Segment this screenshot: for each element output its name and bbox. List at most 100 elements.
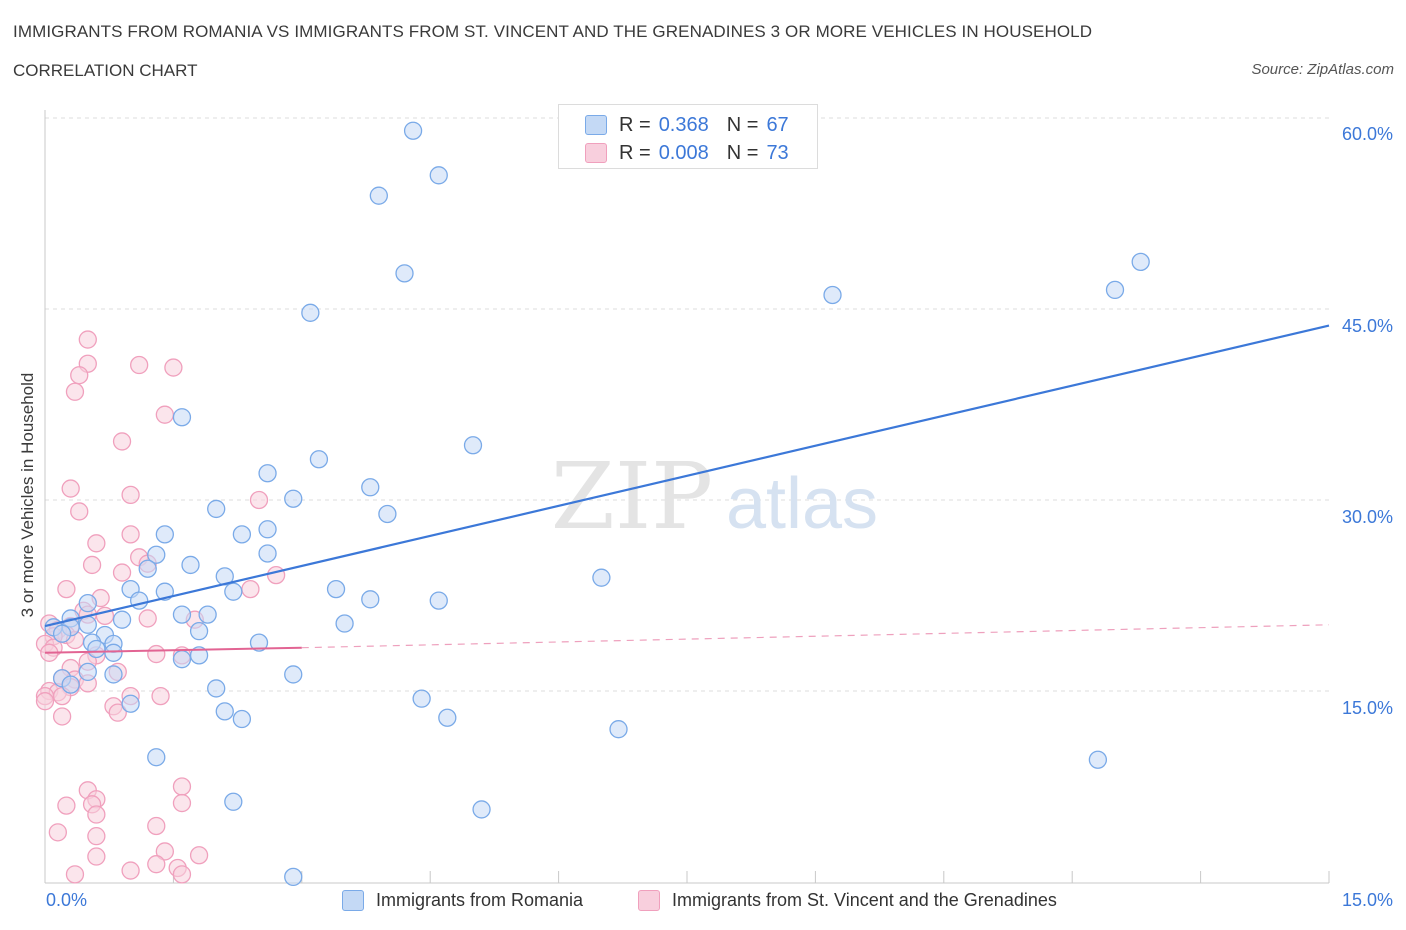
stvincent-point: [241, 579, 260, 599]
watermark-atlas: atlas: [726, 464, 878, 544]
stvincent-point: [147, 644, 166, 664]
romania-point: [172, 650, 192, 669]
legend-swatch-pink: [585, 143, 607, 163]
stvincent-trend-line: [44, 646, 302, 654]
legend-r-value: 0.008: [658, 141, 709, 164]
stvincent-point: [52, 707, 72, 726]
romania-point: [326, 579, 346, 599]
romania-point: [232, 709, 252, 729]
stvincent-point: [172, 865, 192, 884]
legend-n-value: 73: [766, 141, 789, 164]
stvincent-point: [138, 609, 157, 628]
series-swatch-pink: [638, 890, 660, 911]
series-legend-romania[interactable]: Immigrants from Romania: [342, 890, 583, 911]
romania-point: [224, 792, 243, 811]
x-tick-min: 0.0%: [46, 890, 88, 910]
romania-point: [172, 408, 192, 427]
stvincent-point: [48, 823, 67, 842]
y-tick-30: 30.0%: [1341, 507, 1393, 527]
stvincent-point: [57, 579, 76, 599]
legend-swatch-blue: [585, 115, 607, 135]
stvincent-point: [87, 805, 106, 824]
stvincent-point: [112, 432, 132, 451]
romania-point: [104, 665, 123, 684]
stvincent-point: [112, 563, 132, 582]
romania-point: [609, 720, 628, 739]
romania-point: [258, 520, 277, 539]
stvincent-point: [151, 686, 170, 706]
series-label-stvincent: Immigrants from St. Vincent and the Gren…: [672, 890, 1057, 910]
romania-point: [112, 610, 132, 629]
stvincent-point: [147, 855, 166, 874]
correlation-legend: R = 0.368 N = 67 R = 0.008 N = 73: [558, 104, 818, 169]
romania-point: [1088, 750, 1108, 769]
watermark-zip: ZIP: [551, 443, 713, 550]
stvincent-point: [87, 534, 106, 553]
stvincent-point: [61, 479, 80, 498]
romania-point: [104, 643, 123, 662]
romania-point: [207, 679, 226, 698]
stvincent-point: [121, 861, 140, 880]
series-legend-stvincent[interactable]: Immigrants from St. Vincent and the Gren…: [638, 890, 1057, 911]
romania-point: [189, 622, 209, 641]
romania-point: [61, 675, 80, 694]
legend-r-value: 0.368: [658, 113, 709, 136]
romania-point: [147, 545, 166, 564]
romania-point: [1105, 280, 1125, 300]
romania-point: [378, 504, 397, 524]
chart-subtitle: CORRELATION CHART: [13, 61, 198, 80]
romania-point: [249, 633, 269, 652]
romania-point: [369, 186, 388, 205]
axis-layer: [44, 110, 1330, 884]
romania-point: [429, 591, 448, 610]
romania-point: [215, 702, 234, 721]
stvincent-point: [121, 525, 140, 544]
y-tick-45: 45.0%: [1341, 316, 1393, 336]
stvincent-trend-extension: [301, 624, 1330, 649]
romania-point: [412, 689, 431, 708]
y-tick-60: 60.0%: [1341, 124, 1393, 144]
romania-point: [232, 525, 252, 544]
stvincent-point: [108, 703, 127, 722]
series-swatch-blue: [342, 890, 364, 911]
romania-point: [155, 525, 174, 544]
stvincent-point: [249, 490, 269, 510]
romania-point: [78, 662, 97, 682]
legend-n-label: N =: [726, 141, 759, 164]
romania-point: [403, 121, 423, 140]
romania-point: [395, 264, 414, 283]
stvincent-point: [266, 565, 286, 585]
stvincent-point: [70, 502, 89, 521]
x-tick-max: 15.0%: [1341, 890, 1393, 910]
romania-point: [1131, 252, 1150, 272]
romania-point: [172, 605, 192, 624]
romania-point: [78, 593, 97, 613]
stvincent-point: [164, 358, 183, 377]
romania-point: [87, 639, 106, 659]
romania-point: [224, 582, 243, 601]
romania-point: [284, 867, 303, 887]
romania-point: [361, 590, 380, 609]
romania-point: [472, 800, 491, 819]
stvincent-point: [172, 793, 192, 813]
pink-series-points: [35, 330, 286, 884]
source-label: Source: ZipAtlas.com: [1251, 61, 1394, 78]
stvincent-point: [155, 842, 174, 861]
romania-point: [147, 748, 166, 767]
legend-r-label: R =: [619, 113, 651, 136]
romania-point: [121, 694, 140, 713]
stvincent-point: [147, 816, 166, 836]
romania-point: [258, 464, 277, 483]
romania-point: [301, 303, 320, 322]
legend-n-label: N =: [726, 113, 759, 136]
stvincent-point: [155, 405, 174, 424]
stvincent-point: [189, 846, 209, 865]
legend-r-label: R =: [619, 141, 651, 164]
romania-point: [198, 605, 217, 624]
romania-point: [189, 646, 209, 665]
grid-layer: [45, 117, 1329, 692]
blue-series-points: [44, 121, 1150, 887]
romania-point: [284, 489, 303, 508]
chart-title: IMMIGRANTS FROM ROMANIA VS IMMIGRANTS FR…: [13, 22, 1093, 41]
